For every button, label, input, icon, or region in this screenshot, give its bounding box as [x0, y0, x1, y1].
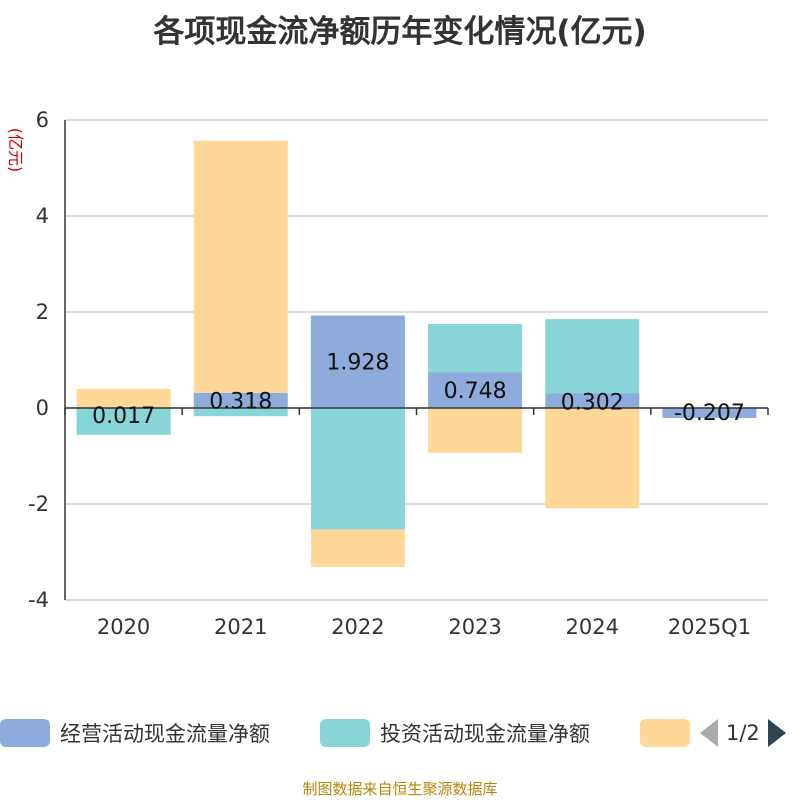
y-tick-label: -2 — [28, 492, 49, 516]
bar-investing — [428, 324, 523, 373]
legend: 经营活动现金流量净额 投资活动现金流量净额 — [0, 716, 800, 756]
legend-swatch-financing — [640, 719, 690, 747]
legend-label-investing: 投资活动现金流量净额 — [380, 722, 590, 746]
data-label: 0.318 — [209, 390, 272, 415]
data-label: 0.748 — [444, 379, 507, 404]
legend-prev-icon[interactable] — [700, 719, 718, 747]
bar-investing — [193, 408, 288, 417]
x-tick-label: 2022 — [331, 615, 384, 639]
x-tick-label: 2024 — [566, 615, 619, 639]
legend-page-indicator: 1/2 — [726, 721, 760, 745]
legend-swatch-investing — [320, 719, 370, 747]
bar-financing — [428, 408, 523, 453]
data-label: 0.302 — [561, 391, 624, 416]
bar-operating — [662, 408, 757, 418]
bar-financing — [76, 388, 171, 408]
legend-item-investing[interactable]: 投资活动现金流量净额 — [320, 716, 590, 750]
y-axis-title: (亿元) — [6, 128, 25, 173]
legend-item-financing[interactable] — [640, 716, 700, 750]
bar-financing — [193, 140, 288, 393]
y-tick-label: 2 — [36, 300, 49, 324]
bar-operating — [310, 315, 405, 408]
bar-investing — [76, 408, 171, 435]
bar-operating — [428, 372, 523, 408]
legend-item-operating[interactable]: 经营活动现金流量净额 — [0, 716, 270, 750]
bar-investing — [310, 408, 405, 530]
chart-title: 各项现金流净额历年变化情况(亿元) — [153, 14, 647, 50]
data-label: 0.017 — [92, 404, 155, 429]
y-tick-label: 0 — [36, 396, 49, 420]
data-label: 1.928 — [326, 351, 389, 376]
y-tick-label: 4 — [36, 204, 49, 228]
bar-operating — [193, 392, 288, 408]
legend-swatch-operating — [0, 719, 50, 747]
bar-operating — [545, 393, 640, 408]
x-tick-label: 2025Q1 — [668, 615, 751, 639]
bar-financing — [310, 529, 405, 567]
legend-label-operating: 经营活动现金流量净额 — [60, 722, 270, 746]
x-tick-label: 2020 — [97, 615, 150, 639]
legend-next-icon[interactable] — [767, 719, 786, 747]
bar-financing — [545, 408, 640, 509]
x-tick-label: 2023 — [448, 615, 501, 639]
data-source-note: 制图数据来自恒生聚源数据库 — [302, 780, 498, 798]
y-tick-label: 6 — [36, 108, 49, 132]
data-label: -0.207 — [674, 401, 745, 426]
legend-pager: 1/2 — [700, 716, 786, 750]
x-tick-label: 2021 — [214, 615, 267, 639]
bar-investing — [545, 319, 640, 394]
y-tick-label: -4 — [28, 588, 49, 612]
